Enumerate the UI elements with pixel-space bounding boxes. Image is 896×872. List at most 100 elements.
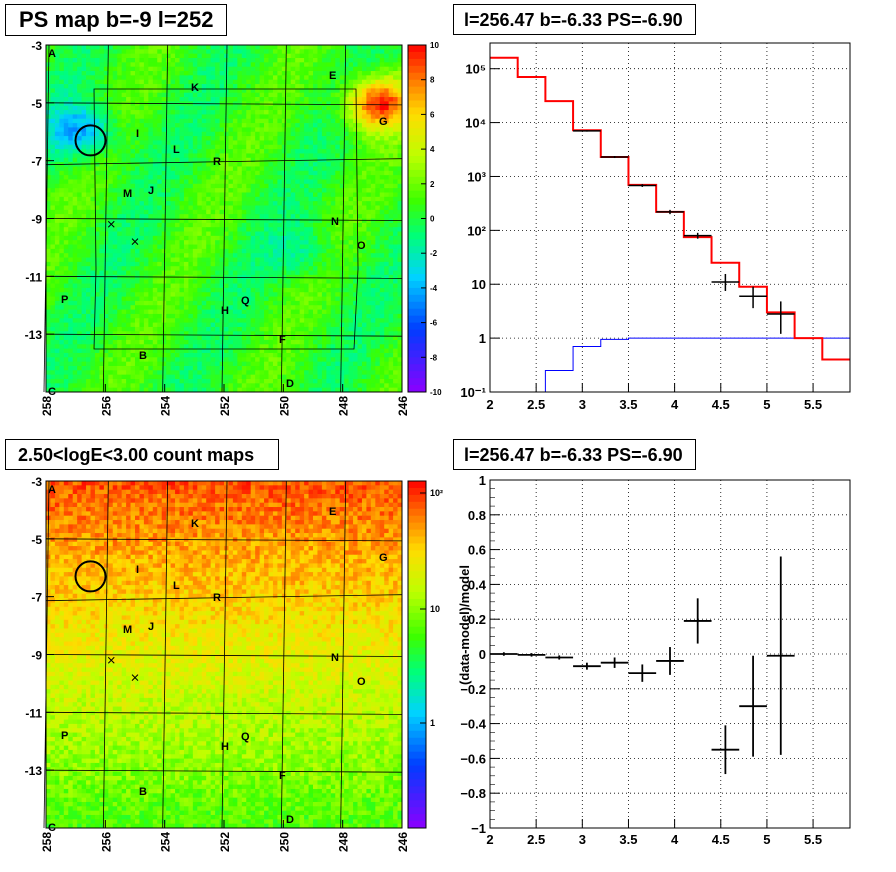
ps-map-cell [339, 205, 345, 211]
ps-map-cell [201, 231, 207, 237]
ps-map-cell [370, 45, 376, 50]
ps-map-cell [335, 209, 341, 215]
ps-map-cell [143, 162, 149, 167]
ps-map-cell [344, 201, 349, 206]
ps-map-cell [81, 118, 87, 124]
ps-map-cell [375, 92, 381, 98]
ps-map-cell [126, 292, 131, 297]
ps-map-cell [135, 253, 140, 258]
ps-map-cell [183, 300, 189, 306]
ps-map-cell [188, 266, 194, 271]
ps-map-cell [344, 170, 349, 176]
ps-map-cell [50, 175, 56, 180]
ps-map-cell [335, 136, 341, 141]
ps-map-cell [197, 79, 203, 85]
ps-map-cell [313, 214, 318, 219]
ps-map-cell [250, 97, 256, 102]
ps-map-cell [161, 257, 167, 263]
ps-map-cell [135, 183, 140, 189]
ps-map-cell [117, 183, 123, 189]
ps-map-cell [94, 75, 100, 81]
ps-map-cell [81, 218, 87, 224]
ps-map-cell [281, 266, 287, 271]
ps-map-cell [344, 261, 349, 267]
ps-map-cell [201, 244, 207, 250]
ps-map-cell [255, 49, 260, 55]
ps-map-cell [379, 292, 385, 297]
ps-map-cell [326, 66, 332, 72]
ps-map-cell [54, 136, 60, 141]
ps-map-cell [103, 222, 109, 228]
ps-map-cell [68, 279, 74, 284]
ps-map-cell [143, 153, 149, 159]
ps-map-cell [157, 305, 163, 310]
ps-map-cell [68, 84, 74, 89]
ps-map-cell [77, 192, 82, 198]
ps-map-cell [126, 309, 131, 315]
ps-map-cell [295, 183, 301, 189]
ps-map-cell [232, 287, 238, 293]
ps-map-cell [246, 305, 252, 310]
ps-map-cell [77, 296, 82, 302]
ps-map-cell [183, 235, 189, 241]
ps-map-cell [59, 235, 65, 241]
ps-map-cell [94, 313, 100, 319]
ps-map-cell [295, 209, 301, 215]
ps-map-cell [170, 114, 176, 120]
ps-map-cell [152, 71, 158, 76]
ps-map-cell [246, 205, 252, 211]
ps-map-cell [313, 283, 318, 289]
ps-map-cell [259, 114, 265, 120]
ps-map-cell [299, 45, 305, 50]
ps-map-cell [99, 131, 105, 137]
ps-map-cell [321, 162, 327, 167]
ps-map-cell [379, 266, 385, 271]
ps-map-cell [304, 71, 309, 76]
ps-map-cell [379, 123, 385, 128]
ps-map-cell [379, 175, 385, 180]
ps-map-cell [219, 261, 225, 267]
ps-map-cell [357, 58, 363, 63]
ps-map-cell [197, 270, 203, 276]
ps-map-cell [353, 162, 358, 167]
ps-map-cell [103, 214, 109, 219]
ps-map-cell [219, 287, 225, 293]
ps-map-cell [135, 209, 140, 215]
ps-map-cell [112, 62, 118, 68]
ps-map-cell [188, 53, 194, 59]
ps-map-cell [295, 309, 301, 315]
ps-map-cell [81, 287, 87, 293]
ps-map-cell [353, 49, 358, 55]
ps-map-cell [259, 296, 265, 302]
ps-map-cell [166, 175, 171, 180]
ps-map-cell [50, 222, 56, 228]
ps-map-cell [219, 188, 225, 193]
ps-map-cell [304, 127, 309, 133]
ps-map-cell [130, 101, 136, 107]
ps-map-cell [308, 149, 314, 154]
ps-map-cell [268, 58, 274, 63]
ps-map-cell [166, 162, 171, 167]
ps-map-cell [68, 105, 74, 111]
ps-map-cell [152, 287, 158, 293]
ps-map-cell [290, 183, 296, 189]
ps-map-cell [321, 45, 327, 50]
ps-map-cell [157, 287, 163, 293]
ps-map-cell [397, 157, 403, 163]
ps-map-cell [393, 136, 398, 141]
ps-map-cell [264, 188, 269, 193]
ps-map-cell [295, 170, 301, 176]
ps-map-cell [241, 305, 247, 310]
ps-map-cell [126, 49, 131, 55]
ps-map-cell [152, 235, 158, 241]
ps-map-cell [237, 205, 243, 211]
ps-map-cell [397, 175, 403, 180]
ps-map-cell [370, 235, 376, 241]
ps-map-cell [143, 131, 149, 137]
ps-map-cell [59, 101, 65, 107]
ps-map-cell [255, 283, 260, 289]
ps-map-cell [272, 71, 278, 76]
ps-map-cell [299, 205, 305, 211]
ps-map-cell [130, 45, 136, 50]
ps-map-cell [281, 231, 287, 237]
